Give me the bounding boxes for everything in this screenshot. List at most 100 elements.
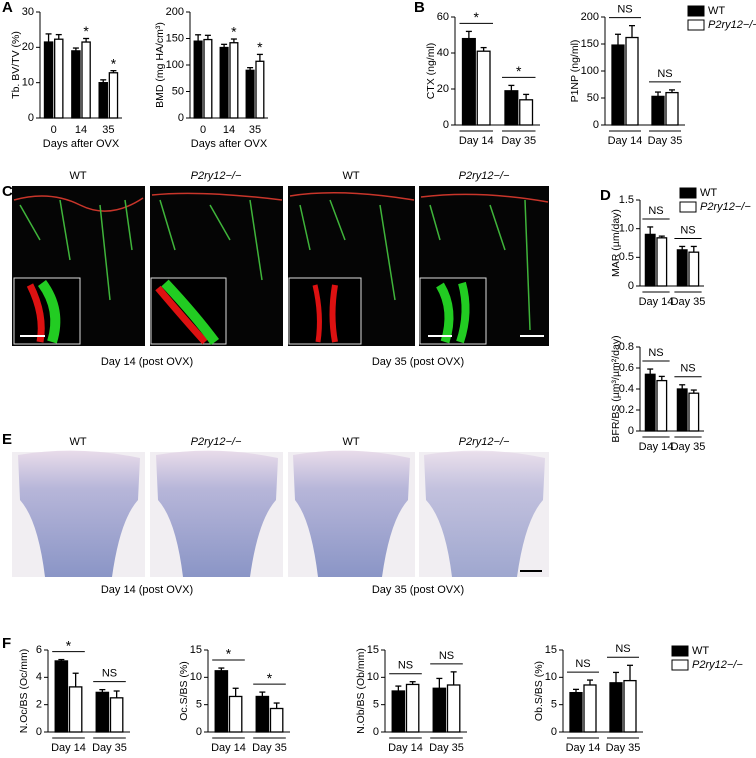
panel-letter: E xyxy=(2,431,12,448)
y-axis-label: CTX (ng/ml) xyxy=(425,43,437,100)
x-tick-label: Day 14 xyxy=(608,135,643,147)
x-tick-label: Day 14 xyxy=(459,135,494,147)
x-tick-label: Day 35 xyxy=(92,742,127,754)
y-tick-label: 5 xyxy=(373,699,379,711)
legend-swatch xyxy=(671,645,689,657)
significance: NS xyxy=(680,224,695,236)
y-tick-label: 0 xyxy=(196,726,202,738)
image-label: P2ry12−/− xyxy=(191,170,242,182)
y-axis-label: Oc.S/BS (%) xyxy=(178,661,190,721)
y-tick-label: 20 xyxy=(22,41,34,53)
y-tick-label: 40 xyxy=(437,47,449,59)
bar xyxy=(461,37,476,126)
bar xyxy=(54,38,64,119)
bar xyxy=(98,82,108,119)
significance: NS xyxy=(617,4,632,16)
legend-label: P2ry12−/− xyxy=(692,659,743,671)
x-tick-label: Day 35 xyxy=(429,742,464,754)
y-tick-label: 0 xyxy=(628,280,634,292)
bar xyxy=(43,41,54,119)
x-tick-label: 14 xyxy=(223,124,235,136)
bar xyxy=(676,388,688,432)
legend-swatch xyxy=(679,187,697,199)
legend-swatch xyxy=(679,201,697,213)
significance: * xyxy=(226,646,232,662)
x-tick-label: 14 xyxy=(75,124,87,136)
bar xyxy=(644,233,656,287)
significance: NS xyxy=(398,660,413,672)
significance: * xyxy=(231,24,237,40)
image-label: P2ry12−/− xyxy=(459,170,510,182)
x-tick-label: Day 35 xyxy=(501,135,536,147)
y-tick-label: 1.0 xyxy=(619,223,634,235)
y-axis-label: P1NP (ng/ml) xyxy=(569,40,581,103)
x-tick-label: Day 35 xyxy=(671,296,706,308)
x-tick-label: Day 35 xyxy=(252,742,287,754)
y-tick-label: 100 xyxy=(581,65,599,77)
y-tick-label: 150 xyxy=(581,38,599,50)
histology-images xyxy=(12,450,549,577)
y-tick-label: 0.5 xyxy=(619,251,634,263)
legend-label: WT xyxy=(708,5,725,17)
y-tick-label: 0 xyxy=(551,726,557,738)
y-axis-label: Tb. BV/TV (%) xyxy=(10,31,22,99)
significance: * xyxy=(516,63,522,79)
y-tick-label: 5 xyxy=(196,699,202,711)
y-tick-label: 6 xyxy=(36,644,42,656)
y-tick-label: 2 xyxy=(36,699,42,711)
x-axis-label: Days after OVX xyxy=(43,138,120,150)
x-tick-label: 0 xyxy=(51,124,57,136)
y-tick-label: 0 xyxy=(593,119,599,131)
y-tick-label: 10 xyxy=(545,671,557,683)
y-tick-label: 100 xyxy=(166,59,184,71)
x-tick-label: Day 14 xyxy=(51,742,86,754)
y-axis-label: N.Ob/BS (Ob/mm) xyxy=(355,648,367,734)
significance: NS xyxy=(648,347,663,359)
legend-swatch xyxy=(687,5,705,17)
bar xyxy=(405,683,420,733)
image-label: WT xyxy=(69,436,86,448)
image-label: WT xyxy=(69,170,86,182)
bar xyxy=(446,684,461,733)
panel-letter: B xyxy=(414,0,425,16)
bar xyxy=(81,41,91,119)
image-caption: Day 35 (post OVX) xyxy=(372,356,464,368)
y-axis-label: N.Oc/BS (Oc/mm) xyxy=(18,649,30,734)
x-tick-label: Day 14 xyxy=(211,742,246,754)
bar xyxy=(609,682,623,733)
y-tick-label: 0 xyxy=(178,112,184,124)
significance: * xyxy=(474,9,480,25)
significance: NS xyxy=(680,363,695,375)
y-tick-label: 50 xyxy=(587,92,599,104)
image-label: P2ry12−/− xyxy=(191,436,242,448)
x-tick-label: 35 xyxy=(102,124,114,136)
image-caption: Day 14 (post OVX) xyxy=(101,356,193,368)
significance: NS xyxy=(648,205,663,217)
x-tick-label: Day 14 xyxy=(566,742,601,754)
bar xyxy=(476,50,491,126)
x-tick-label: 0 xyxy=(200,124,206,136)
y-tick-label: 0.6 xyxy=(619,362,634,374)
significance: NS xyxy=(615,643,630,655)
significance: NS xyxy=(439,650,454,662)
bar xyxy=(255,695,270,733)
bar xyxy=(519,99,534,126)
x-axis-label: Days after OVX xyxy=(191,138,268,150)
bar xyxy=(432,687,447,733)
panel-letter: D xyxy=(600,187,611,204)
bar xyxy=(676,249,688,287)
bar xyxy=(228,695,243,733)
significance: NS xyxy=(575,658,590,670)
y-tick-label: 0 xyxy=(373,726,379,738)
significance: * xyxy=(267,670,273,686)
x-tick-label: Day 35 xyxy=(648,135,683,147)
bar xyxy=(95,691,110,733)
panel-letter: F xyxy=(2,635,11,652)
legend-label: P2ry12−/− xyxy=(700,201,751,213)
legend-label: WT xyxy=(692,645,709,657)
panel-letter: A xyxy=(2,0,13,16)
bar xyxy=(665,91,679,126)
image-caption: Day 14 (post OVX) xyxy=(101,584,193,596)
bar xyxy=(54,660,69,733)
x-tick-label: Day 14 xyxy=(639,296,674,308)
